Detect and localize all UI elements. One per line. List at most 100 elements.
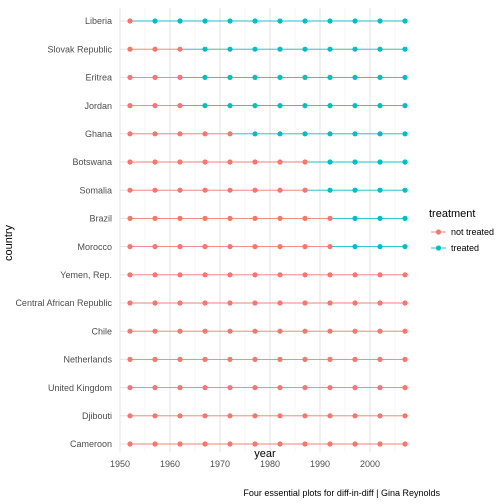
data-point	[177, 187, 183, 193]
data-point	[377, 300, 383, 306]
data-point	[252, 441, 258, 447]
data-point	[402, 244, 408, 250]
data-point	[402, 18, 408, 24]
data-point	[177, 46, 183, 52]
data-point	[127, 300, 133, 306]
data-point	[277, 300, 283, 306]
data-point	[327, 441, 333, 447]
data-point	[377, 413, 383, 419]
y-tick-label: Somalia	[79, 185, 112, 195]
data-point	[302, 74, 308, 80]
data-point	[302, 187, 308, 193]
data-point	[402, 413, 408, 419]
country-series	[127, 46, 408, 52]
legend-key-point	[435, 245, 442, 251]
data-point	[127, 356, 133, 362]
data-point	[277, 328, 283, 334]
country-series	[127, 131, 408, 137]
data-point	[152, 413, 158, 419]
data-point	[302, 215, 308, 221]
data-point	[127, 215, 133, 221]
data-point	[277, 244, 283, 250]
data-point	[152, 74, 158, 80]
data-point	[177, 413, 183, 419]
data-point	[402, 46, 408, 52]
data-point	[302, 103, 308, 109]
x-tick-label: 1960	[160, 459, 180, 469]
data-point	[302, 46, 308, 52]
data-point	[402, 159, 408, 165]
data-point	[177, 215, 183, 221]
data-point	[227, 187, 233, 193]
x-axis-title: year	[254, 448, 276, 460]
country-series	[127, 300, 408, 306]
y-tick-label: Chile	[91, 326, 112, 336]
data-point	[202, 103, 208, 109]
data-point	[202, 187, 208, 193]
data-point	[177, 74, 183, 80]
data-point	[202, 46, 208, 52]
data-point	[177, 300, 183, 306]
data-point	[277, 159, 283, 165]
data-point	[227, 74, 233, 80]
data-point	[277, 131, 283, 137]
data-point	[302, 272, 308, 278]
data-point	[377, 131, 383, 137]
data-point	[227, 272, 233, 278]
country-series	[127, 328, 408, 334]
data-point	[377, 385, 383, 391]
country-series	[127, 74, 408, 80]
data-point	[352, 74, 358, 80]
data-point	[352, 103, 358, 109]
data-point	[352, 272, 358, 278]
y-tick-label: Brazil	[89, 214, 112, 224]
data-point	[227, 18, 233, 24]
data-point	[377, 356, 383, 362]
data-point	[127, 103, 133, 109]
data-point	[277, 413, 283, 419]
data-point	[202, 272, 208, 278]
y-tick-label: Liberia	[85, 16, 112, 26]
data-point	[377, 272, 383, 278]
data-point	[327, 131, 333, 137]
legend-entry: treated	[431, 243, 479, 253]
data-point	[252, 413, 258, 419]
data-point	[402, 272, 408, 278]
data-point	[377, 18, 383, 24]
series	[127, 18, 408, 447]
y-tick-label: Slovak Republic	[47, 44, 112, 54]
data-point	[252, 244, 258, 250]
data-point	[327, 300, 333, 306]
data-point	[202, 413, 208, 419]
data-point	[127, 328, 133, 334]
country-series	[127, 441, 408, 447]
y-tick-label: Eritrea	[85, 73, 112, 83]
data-point	[127, 46, 133, 52]
data-point	[202, 385, 208, 391]
data-point	[252, 328, 258, 334]
data-point	[227, 385, 233, 391]
country-series	[127, 103, 408, 109]
data-point	[377, 159, 383, 165]
country-series	[127, 187, 408, 193]
data-point	[402, 131, 408, 137]
data-point	[377, 441, 383, 447]
data-point	[152, 441, 158, 447]
data-point	[277, 441, 283, 447]
x-tick-label: 2000	[360, 459, 380, 469]
data-point	[177, 356, 183, 362]
data-point	[302, 413, 308, 419]
y-tick-label: Cameroon	[70, 439, 112, 449]
data-point	[252, 159, 258, 165]
data-point	[202, 356, 208, 362]
data-point	[277, 74, 283, 80]
data-point	[152, 103, 158, 109]
data-point	[202, 441, 208, 447]
data-point	[302, 131, 308, 137]
data-point	[377, 187, 383, 193]
y-axis-tick-labels: Liberia Slovak Republic Eritrea Jordan Ghana…	[15, 16, 112, 449]
data-point	[302, 159, 308, 165]
data-point	[252, 103, 258, 109]
data-point	[277, 215, 283, 221]
